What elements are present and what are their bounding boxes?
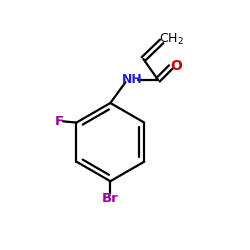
Text: O: O: [170, 59, 182, 73]
Text: NH: NH: [122, 73, 143, 86]
Text: F: F: [55, 115, 64, 128]
Text: Br: Br: [102, 192, 119, 205]
Text: CH$_2$: CH$_2$: [158, 32, 184, 48]
